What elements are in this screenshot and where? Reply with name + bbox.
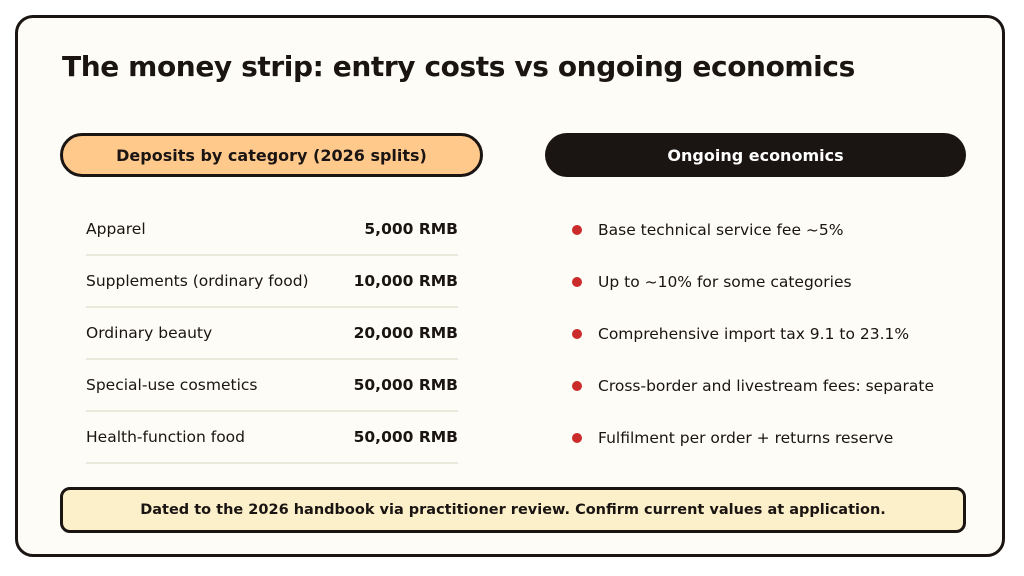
list-item: Special-use cosmetics 50,000 RMB	[86, 360, 458, 412]
footer-note: Dated to the 2026 handbook via practitio…	[60, 487, 966, 533]
economics-item-text: Cross-border and livestream fees: separa…	[598, 377, 935, 395]
bullet-dot-icon	[572, 329, 582, 339]
deposits-heading: Deposits by category (2026 splits)	[60, 133, 483, 177]
list-item: Cross-border and livestream fees: separa…	[572, 360, 972, 412]
economics-item-text: Up to ~10% for some categories	[598, 273, 852, 291]
economics-item-text: Base technical service fee ~5%	[598, 221, 844, 239]
bullet-dot-icon	[572, 225, 582, 235]
bullet-dot-icon	[572, 277, 582, 287]
list-item: Base technical service fee ~5%	[572, 204, 972, 256]
deposit-amount: 10,000 RMB	[353, 272, 458, 290]
economics-item-text: Comprehensive import tax 9.1 to 23.1%	[598, 325, 910, 343]
economics-item-text: Fulfilment per order + returns reserve	[598, 429, 894, 447]
slide-card: The money strip: entry costs vs ongoing …	[15, 15, 1005, 557]
list-item: Fulfilment per order + returns reserve	[572, 412, 972, 464]
bullet-dot-icon	[572, 433, 582, 443]
deposit-category: Supplements (ordinary food)	[86, 272, 309, 290]
deposit-category: Special-use cosmetics	[86, 376, 258, 394]
deposits-list: Apparel 5,000 RMB Supplements (ordinary …	[86, 204, 458, 464]
list-item: Comprehensive import tax 9.1 to 23.1%	[572, 308, 972, 360]
deposit-amount: 50,000 RMB	[353, 376, 458, 394]
deposit-amount: 5,000 RMB	[364, 220, 458, 238]
deposit-category: Ordinary beauty	[86, 324, 213, 342]
deposit-amount: 50,000 RMB	[353, 428, 458, 446]
list-item: Apparel 5,000 RMB	[86, 204, 458, 256]
list-item: Ordinary beauty 20,000 RMB	[86, 308, 458, 360]
deposit-category: Apparel	[86, 220, 146, 238]
list-item: Supplements (ordinary food) 10,000 RMB	[86, 256, 458, 308]
bullet-dot-icon	[572, 381, 582, 391]
economics-list: Base technical service fee ~5% Up to ~10…	[572, 204, 972, 464]
list-item: Health-function food 50,000 RMB	[86, 412, 458, 464]
page-title: The money strip: entry costs vs ongoing …	[62, 50, 855, 83]
deposit-category: Health-function food	[86, 428, 245, 446]
deposit-amount: 20,000 RMB	[353, 324, 458, 342]
list-item: Up to ~10% for some categories	[572, 256, 972, 308]
economics-heading: Ongoing economics	[545, 133, 966, 177]
